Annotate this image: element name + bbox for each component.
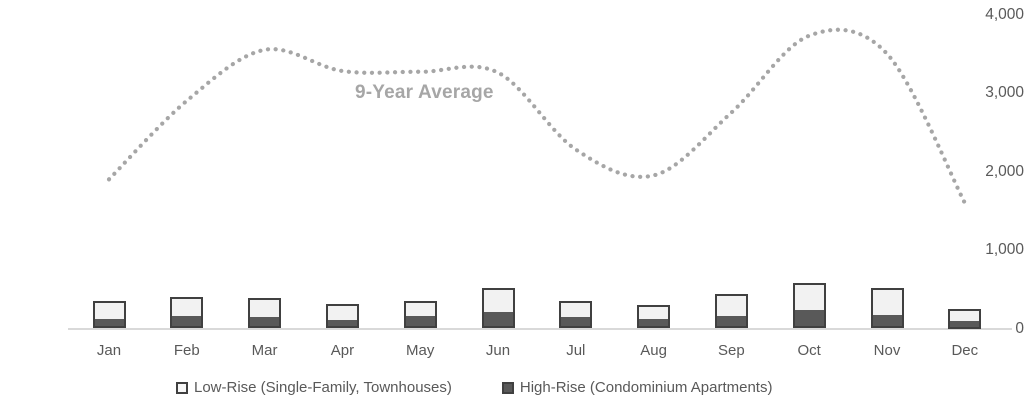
nine-year-average-label: 9-Year Average bbox=[355, 82, 494, 103]
high-rise-segment bbox=[327, 319, 357, 327]
x-axis-label-oct: Oct bbox=[797, 342, 821, 359]
high-rise-segment bbox=[950, 321, 980, 327]
x-axis-label-jan: Jan bbox=[96, 342, 122, 359]
stacked-bar-aug bbox=[637, 305, 671, 329]
x-axis-label-apr: Apr bbox=[330, 342, 355, 359]
x-axis-label-feb: Feb bbox=[173, 342, 200, 359]
x-axis-label-dec: Dec bbox=[951, 342, 979, 359]
high-rise-segment bbox=[561, 317, 591, 327]
stacked-bar-jul bbox=[559, 301, 593, 329]
x-axis-label-nov: Nov bbox=[873, 342, 901, 359]
high-rise-segment bbox=[94, 319, 124, 327]
x-axis-label-jul: Jul bbox=[566, 342, 586, 359]
high-rise-segment bbox=[639, 318, 669, 327]
high-rise-segment bbox=[483, 312, 513, 327]
stacked-bar-jan bbox=[92, 300, 126, 329]
x-axis-line bbox=[68, 328, 1012, 330]
y-axis-tick-label: 0 bbox=[1015, 319, 1024, 337]
stacked-bar-jun bbox=[481, 288, 515, 329]
legend-label-low-rise: Low-Rise (Single-Family, Townhouses) bbox=[194, 379, 452, 396]
stacked-bar-apr bbox=[325, 304, 359, 329]
y-axis-tick-label: 3,000 bbox=[985, 84, 1024, 101]
stacked-bar-feb bbox=[170, 297, 204, 329]
stacked-bar-nov bbox=[870, 288, 904, 329]
y-axis-tick-label: 2,000 bbox=[985, 162, 1024, 180]
legend-swatch-high-rise-icon bbox=[501, 381, 514, 394]
dotted-line-path bbox=[106, 27, 967, 205]
legend: Low-Rise (Single-Family, Townhouses) Hig… bbox=[176, 379, 772, 396]
high-rise-segment bbox=[250, 316, 280, 327]
legend-item-high-rise: High-Rise (Condominium Apartments) bbox=[501, 379, 773, 396]
legend-label-high-rise: High-Rise (Condominium Apartments) bbox=[519, 379, 773, 396]
y-axis-tick-label: 4,000 bbox=[985, 5, 1024, 23]
stacked-bar-mar bbox=[248, 297, 282, 329]
x-axis-label-jun: Jun bbox=[485, 342, 511, 359]
high-rise-segment bbox=[172, 315, 202, 327]
x-axis-label-mar: Mar bbox=[251, 342, 278, 359]
stacked-bar-sep bbox=[714, 293, 748, 329]
stacked-bar-may bbox=[403, 301, 437, 329]
high-rise-segment bbox=[794, 310, 824, 327]
y-axis-tick-label: 1,000 bbox=[985, 241, 1024, 258]
x-axis-label-sep: Sep bbox=[718, 342, 745, 359]
stacked-bar-dec bbox=[948, 308, 982, 329]
high-rise-segment bbox=[872, 315, 902, 327]
high-rise-segment bbox=[405, 316, 435, 327]
stacked-bar-oct bbox=[792, 283, 826, 329]
x-axis-label-aug: Aug bbox=[640, 342, 667, 359]
x-axis-label-may: May bbox=[406, 342, 435, 359]
legend-swatch-low-rise-icon bbox=[176, 381, 188, 394]
high-rise-segment bbox=[716, 315, 746, 327]
legend-item-low-rise: Low-Rise (Single-Family, Townhouses) bbox=[176, 379, 452, 396]
